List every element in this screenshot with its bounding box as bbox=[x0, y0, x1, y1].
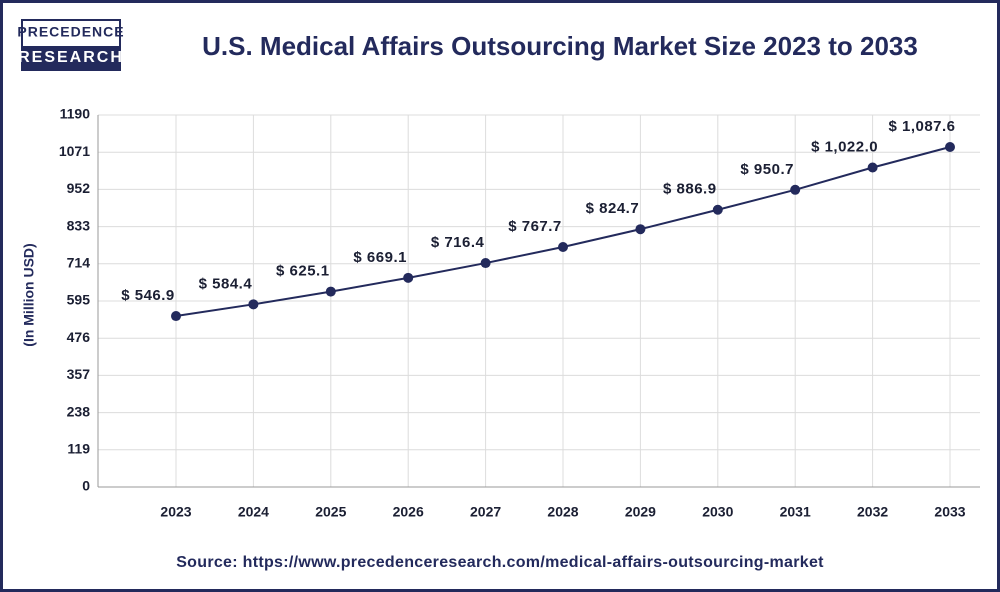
value-label: $ 546.9 bbox=[121, 287, 175, 304]
y-tick-label: 1071 bbox=[59, 143, 90, 159]
x-tick-label: 2031 bbox=[780, 504, 811, 520]
value-label: $ 1,087.6 bbox=[888, 118, 955, 135]
y-tick-label: 0 bbox=[82, 478, 90, 494]
value-label: $ 716.4 bbox=[431, 234, 485, 251]
y-tick-label: 714 bbox=[67, 255, 91, 271]
x-tick-label: 2025 bbox=[315, 504, 346, 520]
value-label: $ 886.9 bbox=[663, 181, 717, 198]
point bbox=[558, 242, 568, 253]
logo-text: PRECEDENCE bbox=[17, 24, 124, 40]
x-tick-label: 2027 bbox=[470, 504, 501, 520]
value-label: $ 584.4 bbox=[199, 275, 253, 292]
x-tick-label: 2026 bbox=[393, 504, 424, 520]
x-tick-label: 2032 bbox=[857, 504, 888, 520]
value-label: $ 669.1 bbox=[353, 249, 407, 266]
logo-text: RESEARCH bbox=[18, 49, 124, 66]
y-tick-label: 1190 bbox=[60, 106, 91, 122]
value-label: $ 1,022.0 bbox=[811, 138, 878, 155]
x-tick-label: 2033 bbox=[934, 504, 965, 520]
point bbox=[403, 272, 414, 283]
y-tick-label: 952 bbox=[67, 180, 91, 196]
logo: PRECEDENCE RESEARCH bbox=[17, 19, 124, 71]
y-tick-label: 833 bbox=[67, 217, 91, 233]
point bbox=[790, 184, 801, 195]
point bbox=[635, 224, 646, 235]
logo-band bbox=[22, 46, 120, 70]
x-tick-label: 2028 bbox=[547, 504, 578, 520]
point bbox=[325, 286, 336, 297]
point bbox=[480, 258, 491, 269]
point bbox=[712, 204, 723, 215]
point bbox=[867, 162, 878, 173]
source: Source: https://www.precedenceresearch.c… bbox=[176, 554, 824, 571]
x-tick-label: 2029 bbox=[625, 504, 656, 520]
x-tick-label: 2023 bbox=[160, 504, 191, 520]
y-tick-label: 357 bbox=[67, 366, 91, 382]
y-tick-label: 119 bbox=[67, 441, 90, 457]
point bbox=[171, 311, 181, 322]
point bbox=[248, 299, 259, 310]
point bbox=[945, 142, 955, 153]
y-tick-label: 595 bbox=[67, 292, 91, 308]
chart-title: U.S. Medical Affairs Outsourcing Market … bbox=[202, 31, 918, 61]
y-axis-label: (In Million USD) bbox=[21, 243, 37, 346]
value-label: $ 950.7 bbox=[740, 161, 794, 178]
value-label: $ 767.7 bbox=[508, 218, 562, 235]
value-label: $ 625.1 bbox=[276, 263, 330, 280]
y-tick-label: 476 bbox=[67, 329, 91, 345]
value-label: $ 824.7 bbox=[586, 200, 640, 217]
x-tick-label: 2030 bbox=[702, 504, 733, 520]
x-tick-label: 2024 bbox=[238, 504, 269, 520]
y-tick-label: 238 bbox=[67, 403, 91, 419]
